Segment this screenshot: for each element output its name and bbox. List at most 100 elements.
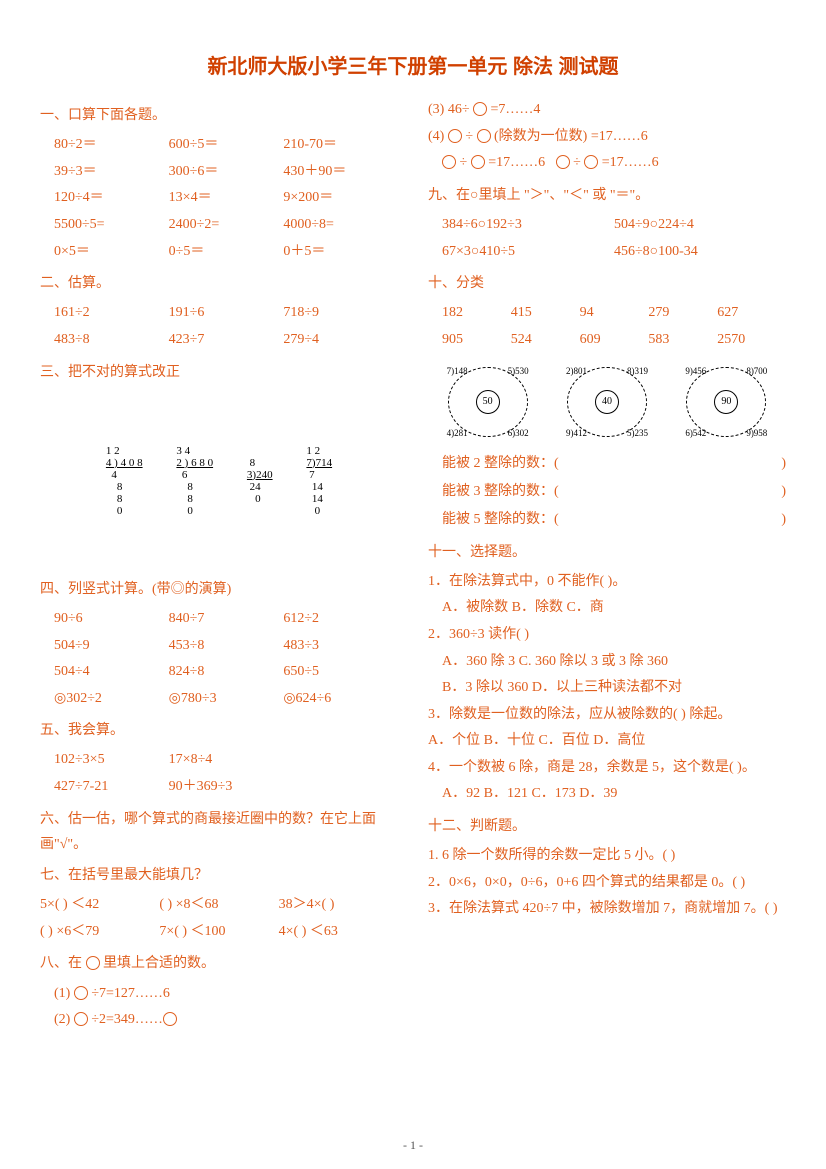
cell: 524	[511, 327, 580, 354]
cell: 9×200＝	[283, 185, 398, 212]
cell: 840÷7	[169, 606, 284, 633]
section-7-body: 5×( ) ＜42( ) ×8＜6838＞4×( ) ( ) ×6＜797×( …	[40, 892, 398, 945]
wheel-40: 40 2)801 8)319 9)412 5)235	[562, 362, 652, 442]
cell: 0÷5＝	[169, 239, 284, 266]
cell: 102÷3×5	[54, 747, 169, 774]
circle-icon	[584, 155, 598, 169]
blank-end: )	[781, 450, 786, 478]
q11-1: 1．在除法算式中，0 不能作( )。	[428, 569, 786, 596]
s8-line-2: (2) ÷2=349……	[40, 1007, 398, 1034]
q11-3-opts: A．个位 B．十位 C．百位 D．高位	[428, 728, 786, 755]
cell: 5×( ) ＜42	[40, 892, 159, 919]
cell: 483÷8	[54, 327, 169, 354]
cell: 0＋5＝	[283, 239, 398, 266]
cell: 627	[717, 300, 786, 327]
cell: 300÷6＝	[169, 159, 284, 186]
cell: 600÷5＝	[169, 132, 284, 159]
section-5-head: 五、我会算。	[40, 718, 398, 743]
cell: 80÷2＝	[54, 132, 169, 159]
cell: 279	[648, 300, 717, 327]
cell: 583	[648, 327, 717, 354]
circle-icon	[163, 1012, 177, 1026]
section-4-body: 90÷6840÷7612÷2 504÷9453÷8483÷3 504÷4824÷…	[40, 606, 398, 712]
cell: 0×5＝	[54, 239, 169, 266]
q11-2-opts2: B．3 除以 360 D．以上三种读法都不对	[428, 675, 786, 702]
q11-2: 2．360÷3 读作( )	[428, 622, 786, 649]
cell: 423÷7	[169, 327, 284, 354]
cell: ( ) ×6＜79	[40, 919, 159, 946]
cell: 13×4＝	[169, 185, 284, 212]
s8-line-4: (4) ÷ (除数为一位数) =17……6	[428, 124, 786, 151]
cell: 504÷4	[54, 659, 169, 686]
wheel-90: 90 9)456 8)700 6)542 9)958	[681, 362, 771, 442]
q12-3: 3．在除法算式 420÷7 中，被除数增加 7，商就增加 7。( )	[428, 896, 786, 923]
cell: 4000÷8=	[283, 212, 398, 239]
cell: ( ) ×8＜68	[159, 892, 278, 919]
cell: 191÷6	[169, 300, 284, 327]
cell: 182	[442, 300, 511, 327]
section-2-body: 161÷2191÷6718÷9 483÷8423÷7279÷4	[40, 300, 398, 353]
section-11-body: 1．在除法算式中，0 不能作( )。 A．被除数 B．除数 C．商 2．360÷…	[428, 569, 786, 808]
circle-icon	[471, 155, 485, 169]
blank-label: 能被 3 整除的数：(	[442, 478, 559, 506]
circle-icon	[442, 155, 456, 169]
section-10-numbers: 18241594279627 9055246095832570	[428, 300, 786, 353]
cell: ◎780÷3	[169, 686, 284, 713]
cell: ◎302÷2	[54, 686, 169, 713]
circle-icon	[473, 102, 487, 116]
two-column-layout: 一、口算下面各题。 80÷2＝600÷5＝210-70＝ 39÷3＝300÷6＝…	[40, 97, 786, 1034]
section-9-head: 九、在○里填上 "＞"、"＜" 或 "＝"。	[428, 183, 786, 208]
blank-label: 能被 2 整除的数：(	[442, 450, 559, 478]
q11-4-opts: A．92 B．121 C．173 D．39	[428, 781, 786, 808]
section-12-body: 1. 6 除一个数所得的余数一定比 5 小。( ) 2．0×6，0×0，0÷6，…	[428, 843, 786, 923]
q12-1: 1. 6 除一个数所得的余数一定比 5 小。( )	[428, 843, 786, 870]
q11-3: 3．除数是一位数的除法，应从被除数的( ) 除起。	[428, 702, 786, 729]
circle-icon	[448, 129, 462, 143]
cell: 161÷2	[54, 300, 169, 327]
s8-line-3: (3) 46÷ =7……4	[428, 97, 786, 124]
cell: 453÷8	[169, 633, 284, 660]
s8-line-1: (1) ÷7=127……6	[40, 981, 398, 1008]
q11-1-opts: A．被除数 B．除数 C．商	[428, 595, 786, 622]
blank-label: 能被 5 整除的数：(	[442, 506, 559, 534]
circle-icon	[556, 155, 570, 169]
cell: 905	[442, 327, 511, 354]
cell: 5500÷5=	[54, 212, 169, 239]
circle-icon	[74, 986, 88, 1000]
section-4-head: 四、列竖式计算。(带◎的演算)	[40, 577, 398, 602]
section-3-head: 三、把不对的算式改正	[40, 360, 398, 385]
circle-icon	[86, 956, 100, 970]
q11-2-opts: A．360 除 3 C. 360 除以 3 或 3 除 360	[428, 649, 786, 676]
cell: 650÷5	[283, 659, 398, 686]
cell: 427÷7-21	[54, 774, 169, 801]
cell: 415	[511, 300, 580, 327]
cell: 279÷4	[283, 327, 398, 354]
section-9-body: 384÷6○192÷3504÷9○224÷4 67×3○410÷5456÷8○1…	[428, 212, 786, 265]
cell: ◎624÷6	[283, 686, 398, 713]
right-column: (3) 46÷ =7……4 (4) ÷ (除数为一位数) =17……6 ÷ =1…	[428, 97, 786, 1034]
section-8-head: 八、在 里填上合适的数。	[40, 951, 398, 976]
q12-2: 2．0×6，0×0，0÷6，0+6 四个算式的结果都是 0。( )	[428, 870, 786, 897]
section-7-head: 七、在括号里最大能填几？	[40, 863, 398, 888]
long-division-figures: 1 24 ) 4 0 8 4 8 8 0 3 42 ) 6 8 0 6 8 8 …	[89, 391, 349, 571]
section-10-head: 十、分类	[428, 271, 786, 296]
cell: 504÷9○224÷4	[614, 212, 786, 239]
cell: 504÷9	[54, 633, 169, 660]
section-11-head: 十一、选择题。	[428, 540, 786, 565]
blank-end: )	[781, 478, 786, 506]
cell: 90÷6	[54, 606, 169, 633]
cell: 2570	[717, 327, 786, 354]
circle-icon	[477, 129, 491, 143]
q11-4: 4．一个数被 6 除，商是 28，余数是 5，这个数是( )。	[428, 755, 786, 782]
cell: 67×3○410÷5	[442, 239, 614, 266]
s8-line-5: ÷ =17……6 ÷ =17……6	[428, 150, 786, 177]
cell: 120÷4＝	[54, 185, 169, 212]
cell: 612÷2	[283, 606, 398, 633]
left-column: 一、口算下面各题。 80÷2＝600÷5＝210-70＝ 39÷3＝300÷6＝…	[40, 97, 398, 1034]
section-1-body: 80÷2＝600÷5＝210-70＝ 39÷3＝300÷6＝430＋90＝ 12…	[40, 132, 398, 265]
section-1-head: 一、口算下面各题。	[40, 103, 398, 128]
cell: 38＞4×( )	[279, 892, 398, 919]
cell: 430＋90＝	[283, 159, 398, 186]
cell: 384÷6○192÷3	[442, 212, 614, 239]
cell: 2400÷2=	[169, 212, 284, 239]
